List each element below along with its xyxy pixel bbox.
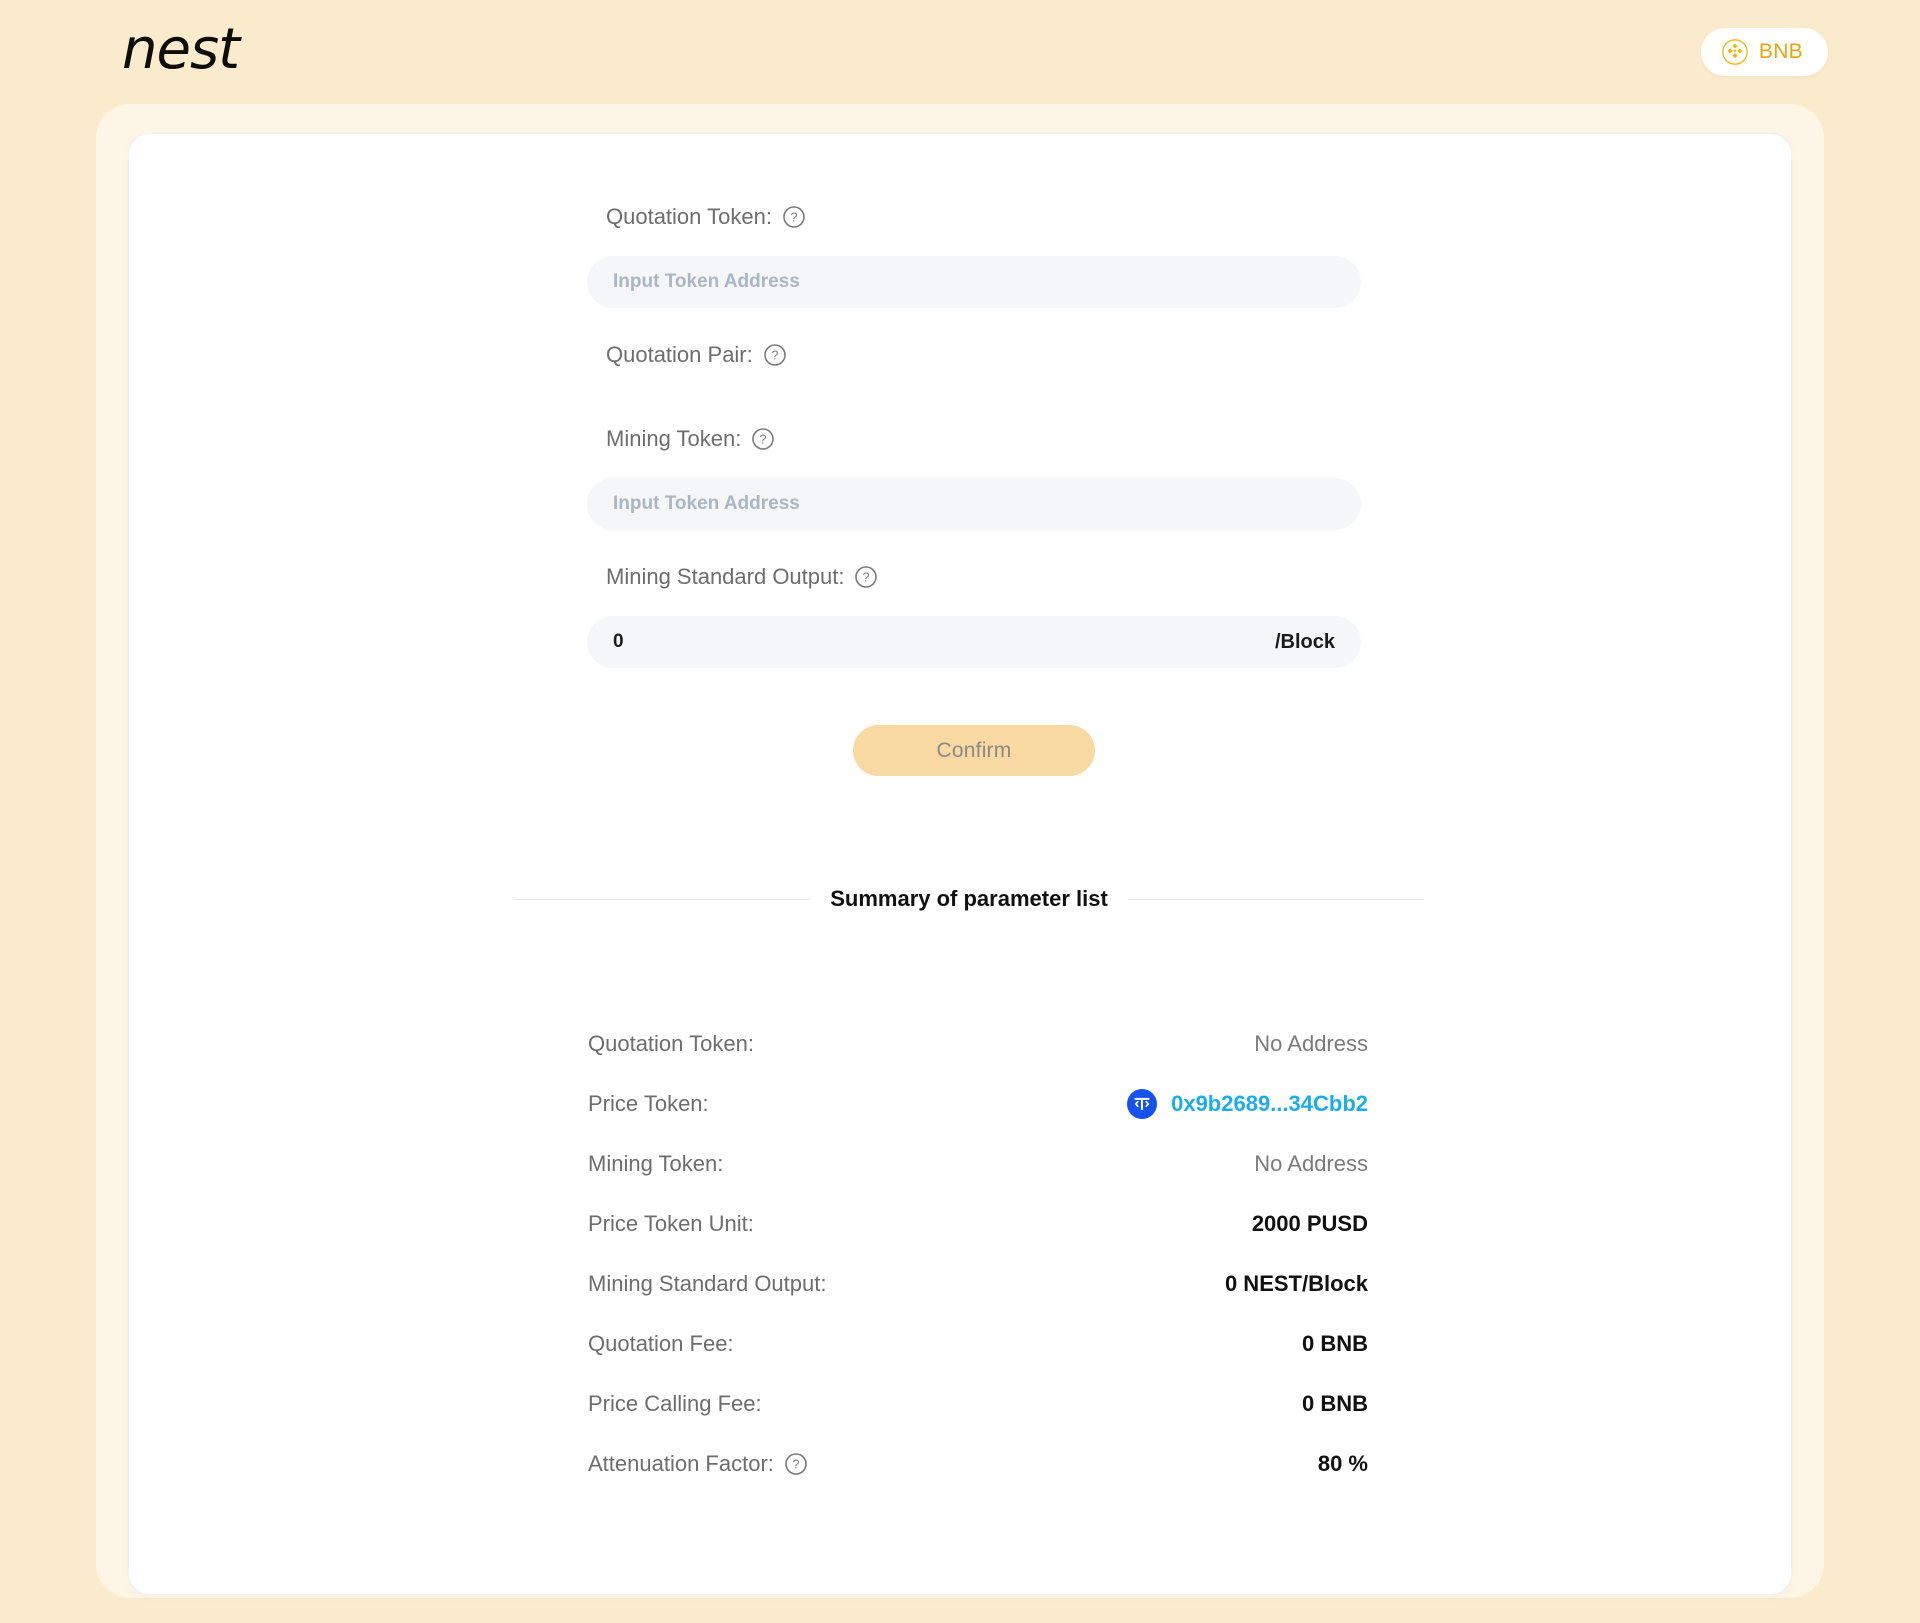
mining-standard-output-input[interactable] — [587, 616, 1361, 668]
mining-token-label-row: Mining Token: ? — [587, 426, 1361, 452]
divider-rule-left — [514, 898, 811, 900]
summary-value: No Address — [1254, 1031, 1368, 1056]
divider-rule-right — [1127, 898, 1425, 900]
nest-logo: nest — [122, 17, 240, 82]
main-card: Quotation Token: ? Quotation Pair: ? — [128, 133, 1792, 1595]
quotation-token-label: Quotation Token: — [606, 204, 772, 229]
summary-value-group: 0x9b2689...34Cbb2 — [1127, 1089, 1368, 1119]
summary-label: Quotation Token: — [588, 1031, 754, 1056]
pusd-token-icon — [1127, 1089, 1158, 1119]
svg-text:?: ? — [790, 211, 797, 225]
summary-value: 0 NEST/Block — [1224, 1271, 1368, 1296]
price-token-address-link[interactable]: 0x9b2689...34Cbb2 — [1171, 1091, 1368, 1116]
quotation-token-help-icon[interactable]: ? — [782, 205, 806, 229]
summary-value: 0 BNB — [1301, 1391, 1368, 1416]
confirm-button[interactable]: Confirm — [853, 725, 1095, 776]
svg-text:?: ? — [760, 433, 767, 447]
mining-token-help-icon[interactable]: ? — [751, 427, 775, 451]
summary-row: Mining Token: No Address — [588, 1134, 1368, 1194]
summary-row: Price Token Unit: 2000 PUSD — [588, 1194, 1368, 1254]
quotation-pair-label-row: Quotation Pair: ? — [587, 342, 1361, 368]
summary-label: Price Calling Fee: — [588, 1391, 762, 1416]
summary-label: Quotation Fee: — [588, 1331, 734, 1356]
summary-row: Price Calling Fee: 0 BNB — [588, 1374, 1368, 1434]
mining-standard-output-label: Mining Standard Output: — [606, 564, 845, 589]
summary-row: Attenuation Factor: ? 80 % — [588, 1434, 1368, 1494]
quotation-token-input[interactable] — [587, 256, 1361, 308]
summary-divider: Summary of parameter list — [514, 886, 1425, 912]
attenuation-factor-help-icon[interactable]: ? — [784, 1452, 808, 1476]
confirm-row: Confirm — [587, 725, 1361, 776]
svg-text:?: ? — [771, 349, 778, 363]
mining-standard-output-field: /Block — [587, 616, 1361, 668]
summary-row: Price Token: 0x9b2689...34Cbb2 — [588, 1074, 1368, 1134]
mining-standard-output-help-icon[interactable]: ? — [854, 565, 878, 589]
summary-value: 80 % — [1317, 1451, 1368, 1476]
summary-value: 0 BNB — [1301, 1331, 1368, 1356]
summary-row: Quotation Token: No Address — [588, 1014, 1368, 1074]
summary-label: Mining Standard Output: — [588, 1271, 827, 1296]
mining-token-input[interactable] — [587, 478, 1361, 530]
summary-label: Price Token: — [588, 1091, 709, 1116]
summary-label: Price Token Unit: — [588, 1211, 754, 1236]
summary-parameter-list: Quotation Token: No Address Price Token:… — [588, 1014, 1368, 1494]
mining-standard-output-label-row: Mining Standard Output: ? — [587, 564, 1361, 590]
bnb-icon — [1722, 39, 1748, 65]
mining-token-label: Mining Token: — [606, 426, 742, 451]
summary-row: Mining Standard Output: 0 NEST/Block — [588, 1254, 1368, 1314]
summary-label: Attenuation Factor: — [588, 1451, 774, 1476]
summary-title: Summary of parameter list — [830, 886, 1108, 911]
oracle-creation-form: Quotation Token: ? Quotation Pair: ? — [587, 204, 1361, 776]
summary-label-with-help: Attenuation Factor: ? — [588, 1451, 808, 1477]
svg-text:?: ? — [863, 571, 870, 585]
summary-row: Quotation Fee: 0 BNB — [588, 1314, 1368, 1374]
chain-selector-label: BNB — [1758, 40, 1803, 63]
quotation-pair-label: Quotation Pair: — [606, 342, 753, 367]
summary-label: Mining Token: — [588, 1151, 724, 1176]
chain-selector-button[interactable]: BNB — [1700, 28, 1828, 76]
quotation-pair-help-icon[interactable]: ? — [763, 343, 787, 367]
top-bar: nest BNB — [0, 0, 1920, 104]
quotation-token-label-row: Quotation Token: ? — [587, 204, 1361, 230]
summary-value: No Address — [1254, 1151, 1368, 1176]
svg-text:?: ? — [792, 1458, 799, 1472]
summary-value: 2000 PUSD — [1251, 1211, 1368, 1236]
